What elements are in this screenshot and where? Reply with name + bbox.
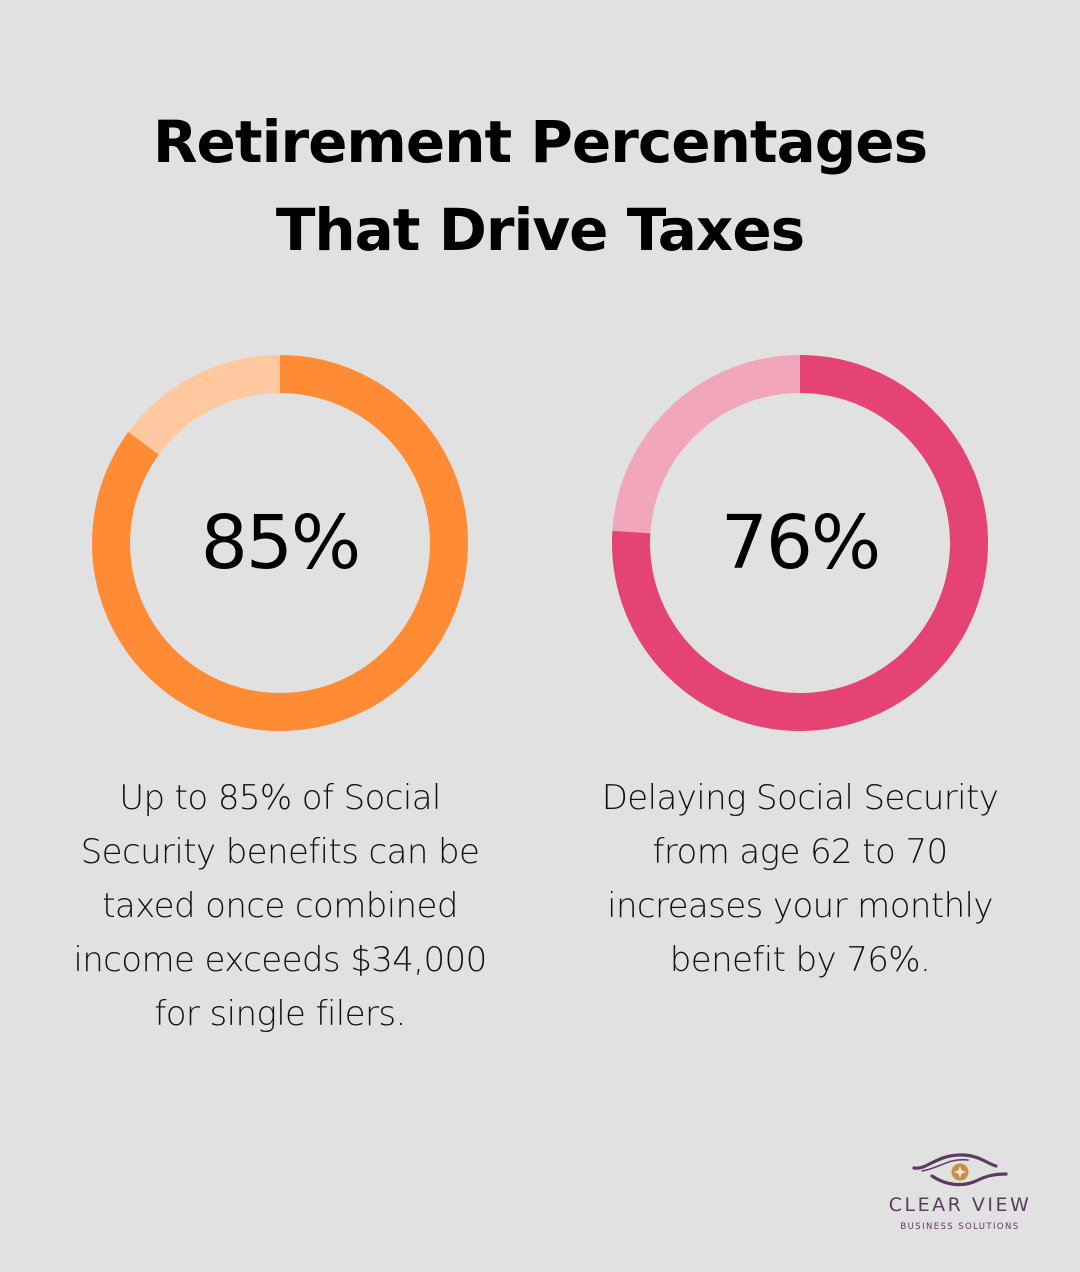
donut-chart-76: 76% — [610, 353, 990, 733]
donut-arc — [92, 355, 468, 731]
caption-line: income exceeds $34,000 — [73, 940, 487, 980]
caption-line: Up to 85% of Social — [119, 778, 441, 818]
logo-tagline: BUSINESS SOLUTIONS — [900, 1222, 1020, 1232]
title-line-2: That Drive Taxes — [275, 196, 805, 264]
donut-ring — [92, 355, 468, 731]
stat-value: 76% — [720, 500, 881, 586]
caption-line: increases your monthly — [607, 886, 993, 926]
donut-arc — [612, 355, 988, 731]
caption-line: Security benefits can be — [80, 832, 480, 872]
stat-caption-76: Delaying Social Security from age 62 to … — [560, 771, 1040, 987]
eye-star-icon — [912, 1153, 1008, 1187]
caption-line: for single filers. — [154, 994, 406, 1034]
stat-caption-85: Up to 85% of Social Security benefits ca… — [40, 771, 520, 1041]
title-line-1: Retirement Percentages — [152, 108, 928, 176]
donut-chart-85: 85% — [90, 353, 470, 733]
caption-line: taxed once combined — [102, 886, 458, 926]
page-title: Retirement Percentages That Drive Taxes — [0, 98, 1080, 274]
logo-name: CLEAR VIEW — [888, 1194, 1032, 1216]
stat-value: 85% — [200, 500, 361, 586]
brand-logo: CLEAR VIEW BUSINESS SOLUTIONS — [862, 1148, 1058, 1238]
caption-line: from age 62 to 70 — [652, 832, 949, 872]
caption-line: benefit by 76%. — [669, 940, 931, 980]
donut-ring — [612, 355, 988, 731]
caption-line: Delaying Social Security — [601, 778, 999, 818]
